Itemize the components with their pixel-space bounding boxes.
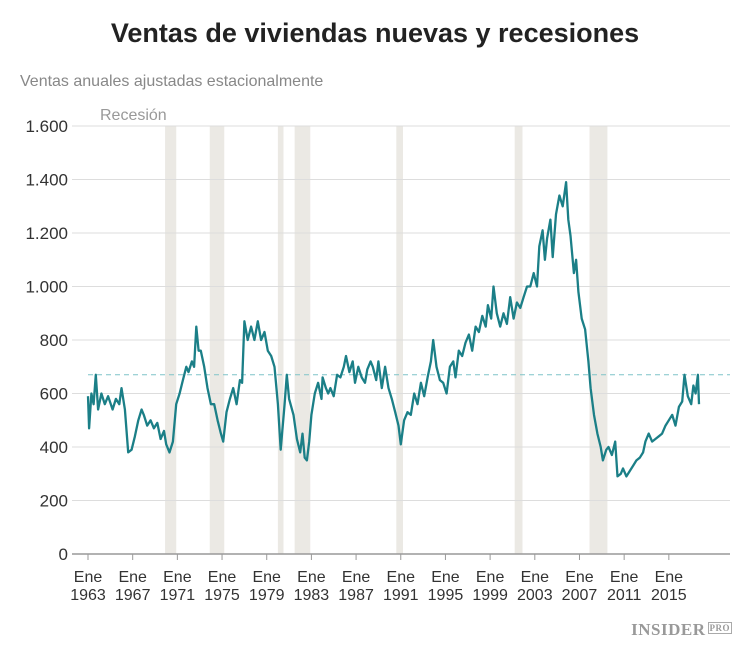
x-tick-label-year: 1995 — [428, 587, 464, 604]
x-tick-label-year: 1979 — [249, 587, 285, 604]
x-tick-label-month: Ene — [476, 569, 505, 586]
x-tick-label-month: Ene — [163, 569, 192, 586]
y-tick-label: 1.600 — [25, 117, 68, 136]
x-tick-label-year: 1975 — [204, 587, 240, 604]
x-tick-label-month: Ene — [655, 569, 684, 586]
recession-label: Recesión — [100, 107, 167, 124]
x-tick-label-month: Ene — [118, 569, 147, 586]
x-tick-label-year: 2007 — [562, 587, 598, 604]
y-tick-label: 1.400 — [25, 171, 68, 190]
y-tick-label: 400 — [40, 438, 68, 457]
x-tick-label-month: Ene — [521, 569, 550, 586]
x-tick-label-month: Ene — [208, 569, 237, 586]
y-tick-label: 800 — [40, 331, 68, 350]
y-tick-label: 600 — [40, 385, 68, 404]
x-tick-label-year: 2003 — [517, 587, 553, 604]
x-tick-label-month: Ene — [565, 569, 594, 586]
x-tick-label-month: Ene — [297, 569, 326, 586]
x-tick-label-year: 2011 — [607, 587, 642, 604]
x-tick-label-month: Ene — [387, 569, 416, 586]
x-tick-label-year: 1987 — [338, 587, 374, 604]
y-tick-label: 0 — [59, 545, 68, 564]
chart-subtitle: Ventas anuales ajustadas estacionalmente — [20, 73, 324, 90]
x-tick-label-year: 1971 — [160, 587, 196, 604]
y-tick-label: 200 — [40, 492, 68, 511]
chart-title: Ventas de viviendas nuevas y recesiones — [110, 18, 640, 48]
x-tick-label-year: 1983 — [294, 587, 330, 604]
x-tick-label-year: 2015 — [651, 587, 687, 604]
x-tick-label-year: 1991 — [383, 587, 419, 604]
sales-line — [86, 181, 701, 478]
x-tick-label-month: Ene — [431, 569, 460, 586]
y-tick-label: 1.000 — [25, 278, 68, 297]
x-tick-label-year: 1999 — [472, 587, 508, 604]
x-tick-label-month: Ene — [342, 569, 371, 586]
x-tick-label-month: Ene — [610, 569, 639, 586]
x-tick-label-year: 1963 — [70, 587, 106, 604]
x-tick-label-month: Ene — [74, 569, 103, 586]
insider-pro-logo: INSIDER PRO — [631, 620, 732, 639]
y-tick-label: 1.200 — [25, 224, 68, 243]
x-tick-label-month: Ene — [252, 569, 281, 586]
x-tick-label-year: 1967 — [115, 587, 151, 604]
